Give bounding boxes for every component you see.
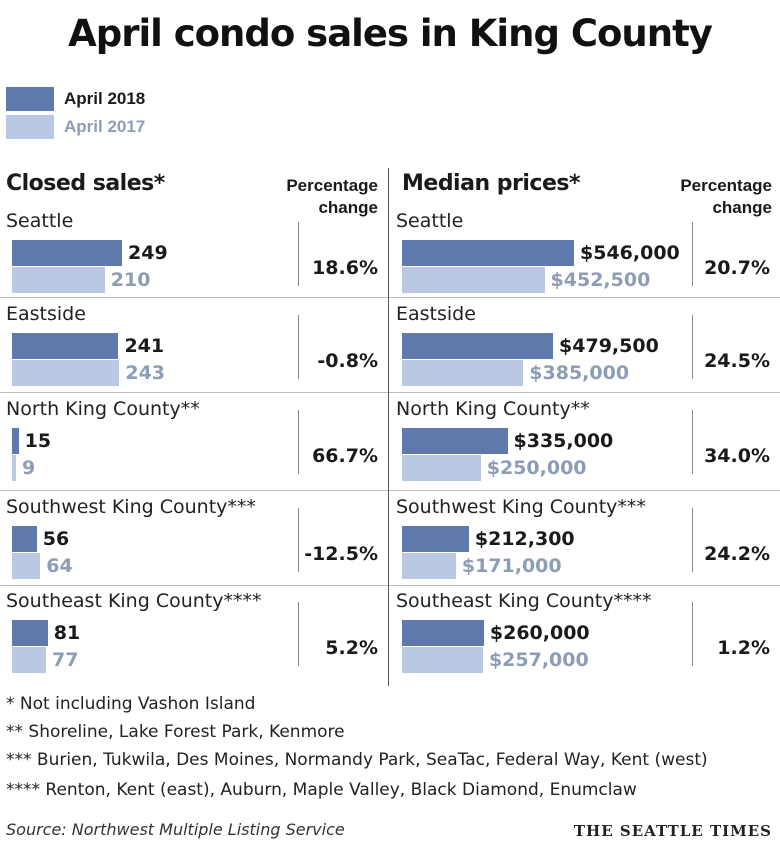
closed-sales-pct-change: -12.5% (304, 543, 378, 565)
median-prices-category-label: Southeast King County**** (396, 590, 652, 612)
median-prices-value-label-2018: $479,500 (559, 335, 659, 357)
median-prices-title: Median prices* (402, 171, 580, 196)
closed-sales-title: Closed sales* (6, 171, 165, 196)
median-prices-pct-change: 34.0% (704, 445, 770, 467)
median-prices-pct-change: 20.7% (704, 257, 770, 279)
page-title: April condo sales in King County (68, 12, 713, 55)
closed-sales-bar-2017 (12, 553, 41, 579)
median-prices-row-divider (692, 508, 693, 572)
row-separator (0, 490, 388, 491)
median-prices-value-label-2018: $335,000 (513, 430, 614, 452)
closed-sales-value-label-2017: 77 (52, 649, 79, 671)
median-prices-row-divider (692, 602, 693, 666)
closed-sales-value-label-2018: 15 (24, 430, 52, 452)
brand-logo: THE SEATTLE TIMES (573, 822, 772, 840)
row-separator (389, 297, 780, 298)
closed-sales-value-label-2018: 249 (128, 242, 168, 264)
closed-sales-bar-2017 (12, 647, 47, 673)
closed-sales-value-label-2018: 56 (42, 528, 70, 550)
median-prices-bar-2017 (402, 553, 456, 579)
footnote-4: **** Renton, Kent (east), Auburn, Maple … (6, 780, 637, 800)
median-prices-value-label-2017: $250,000 (486, 457, 587, 479)
row-separator (389, 585, 780, 586)
closed-sales-category-label: Seattle (6, 210, 74, 232)
median-prices-category-label: Eastside (396, 303, 476, 325)
row-separator (0, 392, 388, 393)
median-prices-value-label-2017: $171,000 (461, 555, 562, 577)
closed-sales-bar-2018 (12, 428, 19, 454)
row-separator (0, 297, 388, 298)
median-prices-bar-2018 (402, 526, 469, 552)
closed-sales-row-divider (298, 508, 299, 572)
closed-sales-pct-change: 18.6% (312, 257, 378, 279)
legend-label-2017: April 2017 (64, 117, 146, 136)
median-prices-value-label-2017: $452,500 (550, 269, 651, 291)
closed-sales-bar-2017 (12, 455, 16, 481)
median-prices-bar-2017 (402, 455, 481, 481)
median-prices-bar-2018 (402, 333, 554, 359)
median-prices-pct-change: 1.2% (717, 637, 770, 659)
legend-item-2018: April 2018 (6, 86, 145, 112)
closed-sales-bar-2018 (12, 620, 48, 646)
closed-sales-pct-change: -0.8% (317, 350, 378, 372)
median-prices-category-label: Southwest King County*** (396, 496, 646, 518)
closed-sales-pct-change: 66.7% (312, 445, 378, 467)
median-prices-value-label-2017: $257,000 (488, 649, 589, 671)
median-prices-pct-change: 24.5% (704, 350, 770, 372)
closed-sales-category-label: Southwest King County*** (6, 496, 256, 518)
row-separator (389, 490, 780, 491)
closed-sales-category-label: North King County** (6, 398, 200, 420)
median-prices-bar-2017 (402, 360, 524, 386)
median-prices-bar-2017 (402, 267, 545, 293)
median-prices-bar-2018 (402, 240, 574, 266)
closed-sales-bar-2017 (12, 360, 120, 386)
median-prices-bar-2018 (402, 428, 508, 454)
closed-sales-value-label-2018: 241 (124, 335, 165, 357)
source-note: Source: Northwest Multiple Listing Servi… (6, 820, 345, 839)
median-prices-category-label: North King County** (396, 398, 590, 420)
median-prices-pct-header: Percentage change (680, 176, 772, 217)
legend-item-2017: April 2017 (6, 114, 145, 140)
closed-sales-category-label: Southeast King County**** (6, 590, 262, 612)
median-prices-row-divider (692, 410, 693, 474)
closed-sales-value-label-2018: 81 (53, 622, 81, 644)
closed-sales-bar-2017 (12, 267, 105, 293)
row-separator (389, 392, 780, 393)
footnote-2: ** Shoreline, Lake Forest Park, Kenmore (6, 722, 345, 742)
median-prices-value-label-2018: $546,000 (580, 242, 680, 264)
closed-sales-pct-change: 5.2% (325, 637, 378, 659)
panel-separator (388, 168, 389, 686)
closed-sales-row-divider (298, 222, 299, 286)
closed-sales-pct-header: Percentage change (286, 176, 378, 217)
closed-sales-row-divider (298, 315, 299, 379)
legend-label-2018: April 2018 (64, 89, 146, 108)
legend-swatch-2018 (6, 87, 54, 111)
median-prices-bar-2018 (402, 620, 484, 646)
legend-swatch-2017 (6, 115, 54, 139)
footnote-1: * Not including Vashon Island (6, 694, 256, 714)
footnote-3: *** Burien, Tukwila, Des Moines, Normand… (6, 750, 708, 770)
closed-sales-row-divider (298, 602, 299, 666)
median-prices-pct-change: 24.2% (704, 543, 770, 565)
closed-sales-bar-2018 (12, 240, 122, 266)
median-prices-category-label: Seattle (396, 210, 464, 232)
closed-sales-bar-2018 (12, 526, 37, 552)
closed-sales-value-label-2017: 210 (110, 269, 151, 291)
closed-sales-value-label-2017: 243 (125, 362, 166, 384)
closed-sales-bar-2018 (12, 333, 119, 359)
median-prices-value-label-2017: $385,000 (529, 362, 630, 384)
closed-sales-value-label-2017: 64 (46, 555, 73, 577)
closed-sales-row-divider (298, 410, 299, 474)
median-prices-row-divider (692, 222, 693, 286)
closed-sales-value-label-2017: 9 (22, 457, 36, 479)
median-prices-bar-2017 (402, 647, 483, 673)
median-prices-row-divider (692, 315, 693, 379)
row-separator (0, 585, 388, 586)
median-prices-value-label-2018: $260,000 (489, 622, 590, 644)
closed-sales-category-label: Eastside (6, 303, 86, 325)
median-prices-value-label-2018: $212,300 (474, 528, 575, 550)
